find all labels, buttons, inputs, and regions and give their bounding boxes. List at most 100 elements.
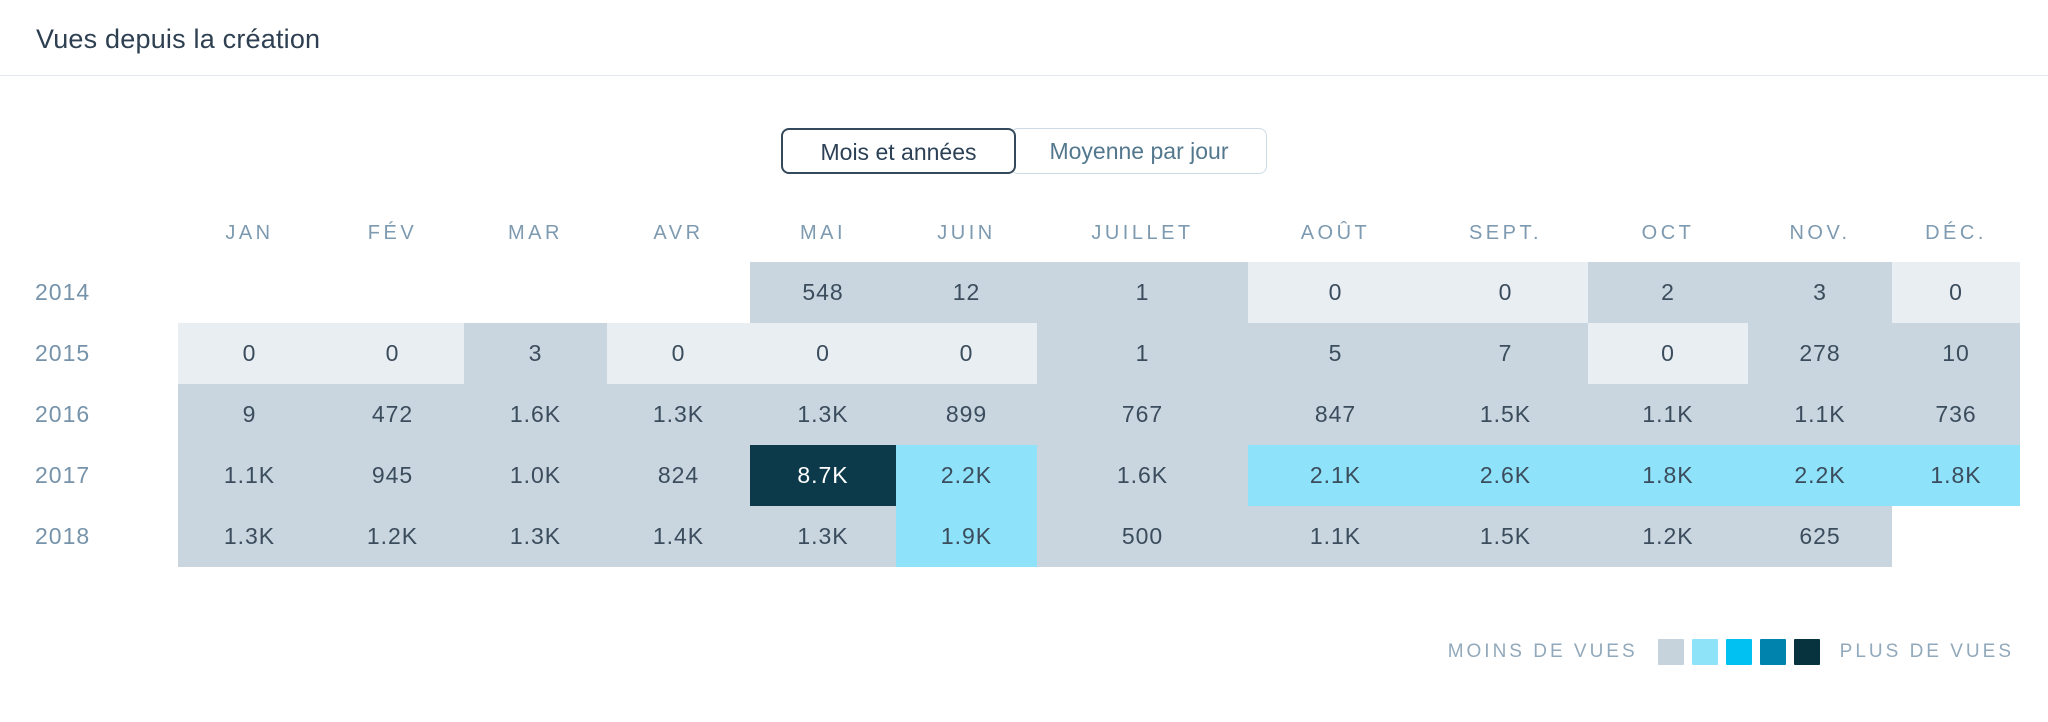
heatmap-cell-2017-juillet[interactable]: 1.6K: [1037, 445, 1248, 506]
heatmap-cell-2017-août[interactable]: 2.1K: [1248, 445, 1423, 506]
year-label-2018: 2018: [0, 506, 178, 567]
heatmap-cell-2017-mar[interactable]: 1.0K: [464, 445, 607, 506]
legend-swatch-5: [1793, 639, 1820, 665]
month-header-6: JUIN: [937, 222, 996, 244]
heatmap-cell-2015-mar[interactable]: 3: [464, 323, 607, 384]
year-label-2016: 2016: [0, 384, 178, 445]
heatmap-cell-2016-déc[interactable]: 736: [1892, 384, 2020, 445]
view-mode-toggle: Mois et années Moyenne par jour: [0, 128, 2048, 174]
heatmap-cell-2015-jan[interactable]: 0: [178, 323, 321, 384]
panel-header: Vues depuis la création: [0, 0, 2048, 76]
heatmap-cell-2015-mai[interactable]: 0: [750, 323, 896, 384]
year-label-2015: 2015: [0, 323, 178, 384]
month-header-2: FÉV: [367, 222, 418, 244]
heatmap-cell-2015-déc[interactable]: 10: [1892, 323, 2020, 384]
month-header-4: AVR: [653, 222, 704, 244]
heatmap-cell-2016-fév[interactable]: 472: [321, 384, 464, 445]
heatmap-cell-2014-sept[interactable]: 0: [1423, 262, 1588, 323]
heatmap-row-2016: 2016 9 472 1.6K 1.3K 1.3K 899 767 847 1.5K 1.1K 1.1…: [0, 384, 2020, 445]
heatmap-cell-empty: [321, 262, 464, 323]
heatmap-cell-2015-juillet[interactable]: 1: [1037, 323, 1248, 384]
legend-swatch-2: [1691, 639, 1718, 665]
heatmap-cell-2015-fév[interactable]: 0: [321, 323, 464, 384]
month-header-12: DÉC.: [1925, 222, 1987, 244]
year-label-2017: 2017: [0, 445, 178, 506]
year-column-header: [0, 216, 178, 262]
heatmap-cell-2016-oct[interactable]: 1.1K: [1588, 384, 1748, 445]
heatmap-cell-2016-sept[interactable]: 1.5K: [1423, 384, 1588, 445]
heatmap-cell-2015-nov[interactable]: 278: [1748, 323, 1892, 384]
heatmap-cell-2016-nov[interactable]: 1.1K: [1748, 384, 1892, 445]
views-heatmap: JAN FÉV MAR AVR MAI JUIN JUILLET AOÛT SEPT. OCT NO…: [0, 216, 2020, 567]
heatmap-cell-2018-avr[interactable]: 1.4K: [607, 506, 750, 567]
heatmap-cell-2016-juillet[interactable]: 767: [1037, 384, 1248, 445]
heatmap-cell-2016-avr[interactable]: 1.3K: [607, 384, 750, 445]
views-analytics-panel: Vues depuis la création Mois et années M…: [0, 0, 2048, 665]
heatmap-cell-2018-août[interactable]: 1.1K: [1248, 506, 1423, 567]
heatmap-cell-2017-fév[interactable]: 945: [321, 445, 464, 506]
month-header-5: MAI: [799, 222, 847, 244]
heatmap-cell-2017-sept[interactable]: 2.6K: [1423, 445, 1588, 506]
heatmap-cell-2018-jan[interactable]: 1.3K: [178, 506, 321, 567]
month-header-1: JAN: [225, 222, 274, 244]
toggle-moyenne-par-jour[interactable]: Moyenne par jour: [1010, 128, 1268, 174]
heatmap-cell-2017-jan[interactable]: 1.1K: [178, 445, 321, 506]
heatmap-cell-2018-nov[interactable]: 625: [1748, 506, 1892, 567]
heatmap-cell-2016-juin[interactable]: 899: [896, 384, 1037, 445]
heatmap-cell-2014-juillet[interactable]: 1: [1037, 262, 1248, 323]
heatmap-cell-2016-mai[interactable]: 1.3K: [750, 384, 896, 445]
month-header-11: NOV.: [1789, 222, 1851, 244]
heatmap-row-2015: 2015 0 0 3 0 0 0 1 5 7 0 278 10: [0, 323, 2020, 384]
heatmap-cell-2018-juin[interactable]: 1.9K: [896, 506, 1037, 567]
heatmap-cell-empty: [1892, 506, 2020, 567]
heatmap-cell-2014-juin[interactable]: 12: [896, 262, 1037, 323]
heatmap-cell-2015-sept[interactable]: 7: [1423, 323, 1588, 384]
heatmap-cell-2015-août[interactable]: 5: [1248, 323, 1423, 384]
heatmap-legend: MOINS DE VUES PLUS DE VUES: [0, 639, 2014, 665]
month-header-9: SEPT.: [1468, 222, 1543, 244]
heatmap-cell-2014-déc[interactable]: 0: [1892, 262, 2020, 323]
heatmap-cell-empty: [464, 262, 607, 323]
month-header-7: JUILLET: [1091, 222, 1194, 244]
month-header-10: OCT: [1641, 222, 1695, 244]
legend-swatches: [1654, 639, 1824, 665]
heatmap-cell-2018-mai[interactable]: 1.3K: [750, 506, 896, 567]
heatmap-cell-2017-nov[interactable]: 2.2K: [1748, 445, 1892, 506]
heatmap-cell-2015-juin[interactable]: 0: [896, 323, 1037, 384]
heatmap-cell-2018-juillet[interactable]: 500: [1037, 506, 1248, 567]
heatmap-row-2014: 2014 548 12 1 0 0 2 3 0: [0, 262, 2020, 323]
heatmap-cell-2018-sept[interactable]: 1.5K: [1423, 506, 1588, 567]
heatmap-body: 2014 548 12 1 0 0 2 3 0 2015 0 0 3 0 0 0 1 5 7 0 278 10 2016 9 4…: [0, 262, 2020, 567]
heatmap-row-2017: 2017 1.1K 945 1.0K 824 8.7K 2.2K 1.6K 2.1K 2.6K 1.…: [0, 445, 2020, 506]
heatmap-cell-2014-oct[interactable]: 2: [1588, 262, 1748, 323]
year-label-2014: 2014: [0, 262, 178, 323]
legend-less-label: MOINS DE VUES: [1447, 641, 1638, 662]
month-header-3: MAR: [508, 222, 563, 244]
heatmap-cell-2014-août[interactable]: 0: [1248, 262, 1423, 323]
month-header-row: JAN FÉV MAR AVR MAI JUIN JUILLET AOÛT SEPT. OCT NO…: [0, 216, 2020, 262]
heatmap-cell-empty: [607, 262, 750, 323]
heatmap-cell-2017-déc[interactable]: 1.8K: [1892, 445, 2020, 506]
month-header-8: AOÛT: [1300, 222, 1371, 244]
heatmap-cell-2018-fév[interactable]: 1.2K: [321, 506, 464, 567]
heatmap-cell-2015-avr[interactable]: 0: [607, 323, 750, 384]
legend-swatch-4: [1759, 639, 1786, 665]
heatmap-cell-2016-jan[interactable]: 9: [178, 384, 321, 445]
heatmap-cell-2017-oct[interactable]: 1.8K: [1588, 445, 1748, 506]
heatmap-cell-2017-juin[interactable]: 2.2K: [896, 445, 1037, 506]
toggle-mois-et-annees[interactable]: Mois et années: [780, 128, 1017, 174]
legend-more-label: PLUS DE VUES: [1839, 641, 2014, 662]
heatmap-cell-empty: [178, 262, 321, 323]
heatmap-cell-2014-nov[interactable]: 3: [1748, 262, 1892, 323]
heatmap-cell-2015-oct[interactable]: 0: [1588, 323, 1748, 384]
heatmap-cell-2017-mai[interactable]: 8.7K: [750, 445, 896, 506]
heatmap-cell-2017-avr[interactable]: 824: [607, 445, 750, 506]
heatmap-cell-2018-mar[interactable]: 1.3K: [464, 506, 607, 567]
heatmap-cell-2014-mai[interactable]: 548: [750, 262, 896, 323]
legend-swatch-1: [1657, 639, 1684, 665]
heatmap-cell-2018-oct[interactable]: 1.2K: [1588, 506, 1748, 567]
page-title: Vues depuis la création: [36, 24, 321, 54]
heatmap-row-2018: 2018 1.3K 1.2K 1.3K 1.4K 1.3K 1.9K 500 1.1K 1.5K 1…: [0, 506, 2020, 567]
heatmap-cell-2016-août[interactable]: 847: [1248, 384, 1423, 445]
heatmap-cell-2016-mar[interactable]: 1.6K: [464, 384, 607, 445]
